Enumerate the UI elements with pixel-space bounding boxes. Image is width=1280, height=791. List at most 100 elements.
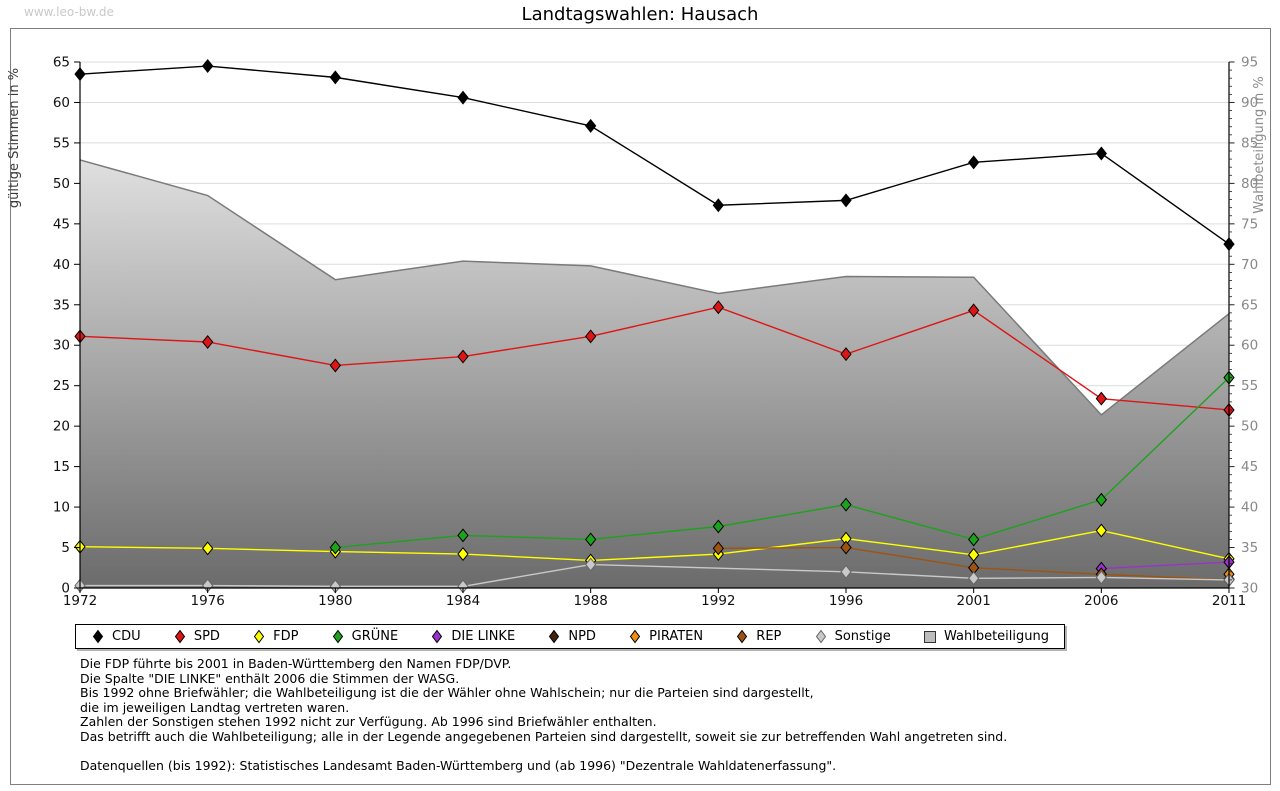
data-point-GRÜNE	[968, 532, 980, 547]
legend-marker-icon	[92, 629, 104, 644]
watermark-text: www.leo-bw.de	[24, 5, 114, 19]
right-tick-label: 55	[1241, 378, 1258, 394]
data-point-FDP	[457, 547, 469, 562]
turnout-area	[80, 159, 1229, 588]
data-point-SPD	[202, 334, 214, 349]
x-tick-label-2011: 2011	[1212, 593, 1246, 609]
legend-item-REP: REP	[735, 629, 781, 644]
left-tick-label: 0	[61, 581, 70, 597]
data-point-GRÜNE	[840, 497, 852, 512]
data-point-Sonstige	[968, 571, 980, 586]
right-tick-label: 60	[1241, 338, 1258, 354]
series-line-SPD	[79, 306, 1230, 411]
right-tick-label: 70	[1241, 257, 1258, 273]
left-tick-label: 10	[53, 500, 70, 516]
data-point-SPD	[457, 349, 469, 364]
x-tick-label-2006: 2006	[1084, 593, 1118, 609]
data-point-CDU	[585, 118, 597, 133]
data-point-GRÜNE	[457, 528, 469, 543]
left-axis-title: gültige Stimmen in %	[7, 68, 22, 208]
note-line-7: Datenquellen (bis 1992): Statistisches L…	[80, 758, 837, 774]
right-tick-label: 75	[1241, 216, 1258, 232]
legend-label: SPD	[193, 629, 220, 644]
chart-frame	[10, 28, 1271, 785]
legend-label: FDP	[273, 629, 299, 644]
legend-item-Sonstige: Sonstige	[814, 629, 891, 644]
note-line-0: Die FDP führte bis 2001 in Baden-Württem…	[80, 656, 512, 671]
data-point-SPD	[1095, 391, 1107, 406]
chart-notes: Die FDP führte bis 2001 in Baden-Württem…	[80, 656, 1008, 774]
data-point-SPD	[840, 347, 852, 362]
legend-item-FDP: FDP	[252, 629, 298, 644]
data-point-SPD	[329, 358, 341, 373]
legend-label: REP	[756, 629, 782, 644]
election-line-chart: 0 5 10 15 20 25 30 35 40 45 50 55 60 65 30 35 40 45 50 55 60…	[7, 55, 1267, 610]
right-tick-label: 95	[1241, 55, 1258, 71]
left-tick-label: 30	[53, 338, 70, 354]
right-tick-label: 35	[1241, 540, 1258, 556]
note-line-1: Die Spalte "DIE LINKE" enthält 2006 die …	[80, 670, 460, 686]
left-tick-label: 45	[53, 216, 70, 232]
legend-marker-icon	[737, 629, 748, 644]
left-tick-label: 40	[53, 257, 70, 273]
legend-label: DIE LINKE	[451, 629, 516, 644]
legend-label: PIRATEN	[649, 629, 704, 644]
legend-item-SPD: SPD	[173, 629, 220, 644]
left-tick-label: 35	[53, 297, 70, 313]
x-tick-label-1980: 1980	[318, 593, 352, 609]
legend-label: GRÜNE	[351, 629, 399, 644]
x-tick-label-1988: 1988	[573, 593, 607, 609]
right-tick-label: 85	[1241, 135, 1258, 151]
data-point-Sonstige	[840, 564, 852, 579]
left-tick-label: 60	[53, 95, 70, 111]
left-tick-label: 50	[53, 176, 70, 192]
left-tick-label: 20	[53, 419, 70, 435]
legend-item-Wahlbeteiligung: Wahlbeteiligung	[923, 629, 1049, 644]
series-line-DIE LINKE	[1101, 561, 1230, 570]
note-line-5: Das betrifft auch die Wahlbeteiligung; a…	[80, 728, 1008, 744]
right-axis-title: Wahlbeteiligung in %	[1252, 76, 1267, 213]
legend-marker-icon	[432, 629, 443, 644]
data-point-CDU	[202, 59, 214, 74]
data-point-SPD	[968, 303, 980, 318]
right-tick-label: 30	[1241, 581, 1258, 597]
data-point-REP	[840, 540, 852, 555]
right-tick-label: 45	[1241, 459, 1258, 475]
chart-legend: CDU SPD FDP GRÜNE DIE LINKE NPD PIRATEN REP Sons…	[75, 624, 1065, 649]
right-tick-label: 90	[1241, 95, 1258, 111]
data-point-CDU	[712, 198, 724, 213]
left-tick-label: 15	[53, 459, 70, 475]
x-tick-label-1972: 1972	[63, 593, 97, 609]
legend-marker-icon	[174, 629, 185, 644]
legend-item-CDU: CDU	[91, 629, 141, 644]
x-tick-label-1996: 1996	[829, 593, 863, 609]
data-point-GRÜNE	[712, 519, 724, 534]
right-tick-label: 40	[1241, 500, 1258, 516]
legend-marker-icon	[923, 631, 936, 643]
chart-title: Landtagswahlen: Hausach	[521, 4, 759, 25]
data-point-Sonstige	[1095, 570, 1107, 585]
legend-label: NPD	[568, 629, 596, 644]
legend-item-PIRATEN: PIRATEN	[628, 629, 703, 644]
x-tick-label-2001: 2001	[956, 593, 990, 609]
data-point-GRÜNE	[1095, 492, 1107, 507]
turnout-area-outline	[79, 159, 1230, 416]
left-tick-label: 65	[53, 55, 70, 71]
series-line-GRÜNE	[335, 377, 1230, 549]
legend-marker-icon	[815, 629, 826, 644]
legend-item-DIE-LINKE: DIE LINKE	[430, 629, 515, 644]
data-point-CDU	[457, 90, 469, 105]
note-line-2: Bis 1992 ohne Briefwähler; die Wahlbetei…	[80, 685, 814, 701]
x-tick-label-1976: 1976	[190, 593, 224, 609]
legend-marker-icon	[254, 629, 265, 644]
legend-label: Sonstige	[834, 629, 891, 644]
right-tick-label: 80	[1241, 176, 1258, 192]
data-point-CDU	[840, 193, 852, 208]
series-line-FDP	[79, 529, 1230, 562]
x-tick-label-1992: 1992	[701, 593, 735, 609]
data-point-GRÜNE	[329, 540, 341, 555]
x-tick-label-1984: 1984	[446, 593, 480, 609]
series-line-CDU	[79, 65, 1230, 245]
data-point-FDP	[202, 541, 214, 556]
